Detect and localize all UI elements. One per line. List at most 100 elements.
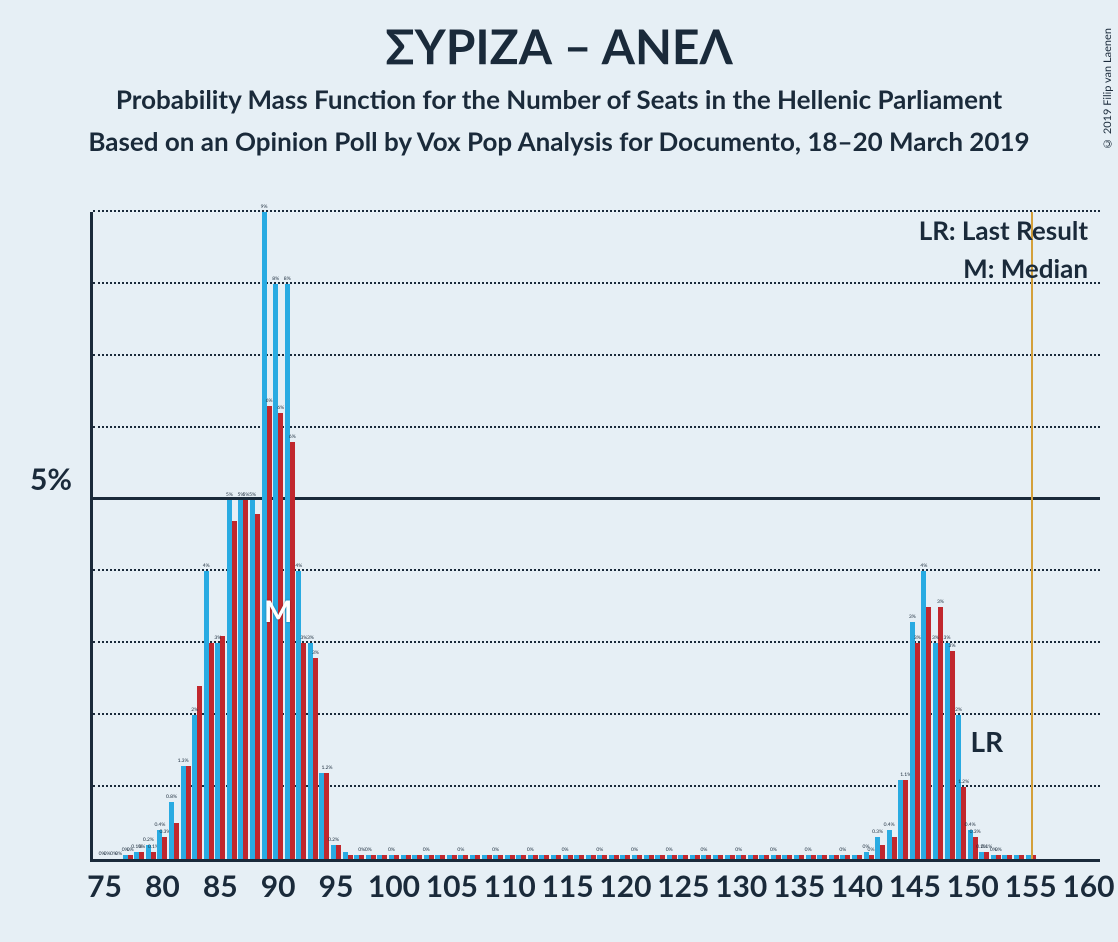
- bar-value-label: 4%: [295, 563, 302, 569]
- bar-value-label: 3%: [944, 635, 951, 641]
- bar-red: [950, 651, 955, 859]
- bar-red: [811, 855, 816, 859]
- x-axis-labels: 7580859095100105110115120125130135140145…: [90, 868, 1100, 918]
- bar-value-label: 4%: [920, 563, 927, 569]
- chart-subtitle-2: Based on an Opinion Poll by Vox Pop Anal…: [0, 125, 1118, 157]
- bar-red: [938, 607, 943, 859]
- bar-red: [243, 500, 248, 859]
- x-tick-label: 140: [831, 868, 883, 904]
- x-tick-label: 100: [368, 868, 420, 904]
- x-tick-label: 110: [484, 868, 536, 904]
- chart-title: ΣΥΡΙΖΑ – ΑΝΕΛ: [0, 18, 1118, 75]
- bar-red: [591, 855, 596, 859]
- bar-value-label: 0.3%: [970, 829, 981, 835]
- bar-value-label: 0%: [527, 847, 534, 853]
- bar-red: [452, 855, 457, 859]
- x-tick-label: 130: [715, 868, 767, 904]
- bar-value-label: 0.4%: [154, 822, 165, 828]
- bar-red: [822, 855, 827, 859]
- bar-value-label: 0.4%: [884, 822, 895, 828]
- bar-red: [394, 855, 399, 859]
- bar-value-label: 3%: [307, 635, 314, 641]
- x-tick-label: 115: [541, 868, 593, 904]
- bar-value-label: 0%: [596, 847, 603, 853]
- x-tick-label: 120: [599, 868, 651, 904]
- bar-value-label: 5%: [249, 492, 256, 498]
- bar-red: [718, 855, 723, 859]
- legend-median: M: Median: [963, 252, 1088, 284]
- bar-value-label: 0%: [388, 847, 395, 853]
- bar-value-label: 0.2%: [143, 837, 154, 843]
- x-tick-label: 90: [261, 868, 296, 904]
- bar-red: [880, 845, 885, 859]
- bar-red: [128, 855, 133, 859]
- bar-value-label: 0%: [631, 847, 638, 853]
- chart-subtitle-1: Probability Mass Function for the Number…: [0, 83, 1118, 115]
- bar-red: [313, 658, 318, 859]
- bar-red: [776, 855, 781, 859]
- bar-value-label: 2%: [191, 707, 198, 713]
- bar-red: [568, 855, 573, 859]
- bar-red: [463, 855, 468, 859]
- bar-value-label: 0%: [138, 844, 145, 850]
- bar-value-label: 0.4%: [965, 822, 976, 828]
- x-tick-label: 75: [87, 868, 122, 904]
- bar-red: [787, 855, 792, 859]
- bar-value-label: 0%: [839, 847, 846, 853]
- bar-red: [544, 855, 549, 859]
- bar-red: [186, 766, 191, 859]
- bar-value-label: 6%: [289, 434, 296, 440]
- bar-red: [996, 855, 1001, 859]
- bar-red: [649, 855, 654, 859]
- bar-red: [857, 855, 862, 859]
- bar-red: [440, 855, 445, 859]
- bar-red: [683, 855, 688, 859]
- bar-red: [706, 855, 711, 859]
- bar-red: [625, 855, 630, 859]
- x-tick-label: 155: [1004, 868, 1056, 904]
- bar-red: [533, 855, 538, 859]
- lr-marker: LR: [971, 724, 1004, 758]
- bar-red: [892, 837, 897, 859]
- x-axis: [90, 859, 1100, 862]
- bar-red: [915, 643, 920, 859]
- chart-plot-area: 5% 0%0%0%0%0%0%0.1%0%0.2%0.1%0.4%0.3%0.8…: [90, 212, 1100, 862]
- bar-red: [498, 855, 503, 859]
- bar-red: [324, 773, 329, 859]
- bar-red: [799, 855, 804, 859]
- bar-red: [579, 855, 584, 859]
- x-tick-label: 150: [947, 868, 999, 904]
- bar-value-label: 0%: [365, 847, 372, 853]
- bar-red: [1019, 855, 1024, 859]
- x-tick-label: 80: [145, 868, 180, 904]
- legend-last-result: LR: Last Result: [919, 214, 1088, 246]
- bar-value-label: 8%: [272, 276, 279, 282]
- bar-red: [614, 855, 619, 859]
- bars-layer: 0%0%0%0%0%0%0.1%0%0.2%0.1%0.4%0.3%0.8%1.…: [93, 212, 1100, 859]
- bar-value-label: 3%: [214, 635, 221, 641]
- bar-red: [336, 845, 341, 859]
- bar-red: [637, 855, 642, 859]
- bar-value-label: 3%: [949, 643, 956, 649]
- x-tick-label: 145: [889, 868, 941, 904]
- bar-red: [834, 855, 839, 859]
- bar-red: [753, 855, 758, 859]
- bar-value-label: 0%: [770, 847, 777, 853]
- bar-value-label: 3%: [312, 650, 319, 656]
- bar-value-label: 0.2%: [328, 837, 339, 843]
- bar-red: [1007, 855, 1012, 859]
- bar-value-label: 1.2%: [958, 779, 969, 785]
- bar-red: [764, 855, 769, 859]
- bar-red: [672, 855, 677, 859]
- x-tick-label: 85: [203, 868, 238, 904]
- bar-value-label: 3%: [932, 635, 939, 641]
- bar-value-label: 3%: [937, 599, 944, 605]
- bar-red: [521, 855, 526, 859]
- bar-red: [926, 607, 931, 859]
- bar-red: [220, 636, 225, 859]
- bar-value-label: 6%: [266, 398, 273, 404]
- bar-red: [695, 855, 700, 859]
- bar-red: [359, 855, 364, 859]
- bar-value-label: 8%: [284, 276, 291, 282]
- bar-value-label: 0%: [700, 847, 707, 853]
